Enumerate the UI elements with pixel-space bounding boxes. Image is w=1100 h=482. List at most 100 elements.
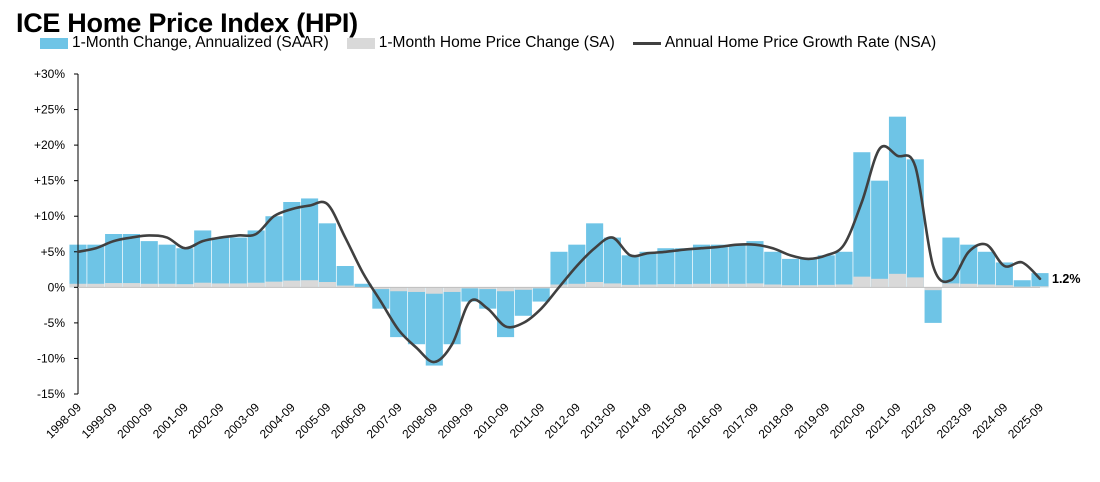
bar	[675, 248, 693, 288]
x-tick-label: 2006-09	[328, 400, 369, 441]
bar	[603, 237, 621, 288]
bar	[265, 281, 283, 288]
bar	[621, 255, 639, 288]
bar	[621, 284, 639, 288]
bar	[336, 285, 354, 288]
bar	[105, 283, 123, 288]
bar	[87, 283, 105, 288]
y-tick-label: +25%	[34, 103, 65, 117]
bar	[1013, 280, 1031, 288]
bar	[675, 284, 693, 288]
legend-item-nsa: Annual Home Price Growth Rate (NSA)	[632, 34, 937, 52]
chart-legend: 1-Month Change, Annualized (SAAR) 1-Mont…	[40, 34, 954, 52]
y-tick-label: -5%	[44, 316, 66, 330]
bar	[301, 280, 319, 288]
y-tick-label: +10%	[34, 209, 65, 223]
bar	[639, 251, 657, 288]
bar	[639, 284, 657, 288]
bar	[710, 244, 728, 288]
legend-item-sa: 1-Month Home Price Change (SA)	[346, 34, 615, 52]
x-tick-label: 2024-09	[969, 400, 1010, 441]
bar	[514, 287, 532, 290]
bar	[229, 237, 247, 288]
x-tick-label: 2008-09	[399, 400, 440, 441]
x-tick-label: 2001-09	[150, 400, 191, 441]
bar	[746, 241, 764, 288]
y-tick-label: +5%	[41, 245, 66, 259]
legend-label-saar: 1-Month Change, Annualized (SAAR)	[72, 34, 329, 51]
x-tick-label: 2011-09	[507, 400, 548, 441]
bar	[942, 283, 960, 288]
bar	[461, 287, 479, 289]
bar	[479, 287, 497, 309]
y-tick-label: -10%	[37, 351, 65, 365]
x-tick-label: 2003-09	[221, 400, 262, 441]
bar	[568, 283, 586, 288]
x-tick-label: 2004-09	[257, 400, 298, 441]
x-tick-label: 1999-09	[79, 400, 120, 441]
bar	[710, 283, 728, 288]
series-saar-bars	[69, 116, 1049, 366]
x-tick-label: 2013-09	[578, 400, 619, 441]
x-tick-label: 2007-09	[364, 400, 405, 441]
x-tick-label: 2012-09	[542, 400, 583, 441]
bar	[906, 159, 924, 288]
bar	[603, 283, 621, 288]
bar	[782, 285, 800, 288]
bar	[782, 258, 800, 288]
x-tick-label: 2016-09	[684, 400, 725, 441]
bar	[924, 287, 942, 291]
x-tick-label: 2025-09	[1005, 400, 1046, 441]
bar	[978, 284, 996, 288]
x-tick-label: 2019-09	[791, 400, 832, 441]
bar	[532, 287, 550, 289]
end-value-label: 1.2%	[1052, 272, 1081, 286]
bar	[158, 283, 176, 288]
bar	[960, 244, 978, 288]
bar	[692, 244, 711, 288]
bar	[479, 287, 497, 290]
chart-title: ICE Home Price Index (HPI)	[16, 8, 358, 38]
legend-swatch-sa	[346, 37, 375, 49]
bar	[728, 244, 746, 288]
bar	[1031, 273, 1049, 288]
bar	[407, 287, 426, 345]
bar	[995, 285, 1013, 288]
legend-label-nsa: Annual Home Price Growth Rate (NSA)	[664, 34, 937, 51]
x-tick-label: 2005-09	[292, 400, 333, 441]
bar	[354, 283, 372, 288]
bar	[283, 280, 301, 288]
bar	[871, 278, 889, 288]
bar	[746, 283, 764, 288]
bar	[443, 287, 461, 345]
x-tick-label: 2021-09	[863, 400, 904, 441]
x-tick-label: 2002-09	[186, 400, 227, 441]
bar	[586, 223, 604, 288]
x-tick-label: 2000-09	[114, 400, 155, 441]
bar	[390, 287, 408, 292]
bar	[514, 287, 532, 316]
bar	[318, 282, 336, 288]
bar	[194, 282, 212, 288]
y-tick-label: +15%	[34, 174, 65, 188]
bar	[87, 244, 105, 288]
bar	[764, 284, 782, 288]
bar	[301, 198, 319, 288]
bar	[140, 241, 158, 288]
bar	[229, 283, 247, 288]
bar	[247, 282, 265, 288]
bar	[407, 287, 426, 292]
bar	[799, 258, 817, 288]
bar	[888, 116, 907, 288]
bar	[425, 287, 443, 294]
bar	[1031, 286, 1049, 288]
bar	[497, 287, 515, 292]
bar	[425, 287, 443, 366]
bar	[764, 251, 782, 288]
bar	[318, 223, 336, 288]
bar	[586, 282, 604, 288]
bar	[247, 230, 265, 288]
bar	[924, 287, 942, 323]
legend-item-saar: 1-Month Change, Annualized (SAAR)	[40, 34, 329, 52]
